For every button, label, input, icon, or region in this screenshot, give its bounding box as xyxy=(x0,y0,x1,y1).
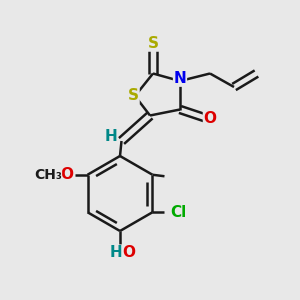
Text: S: S xyxy=(128,88,139,104)
Text: N: N xyxy=(174,71,186,86)
Text: H: H xyxy=(105,129,117,144)
Text: O: O xyxy=(60,167,73,182)
Text: Cl: Cl xyxy=(170,205,187,220)
Text: O: O xyxy=(203,111,217,126)
Text: O: O xyxy=(122,245,135,260)
Text: S: S xyxy=(148,36,158,51)
Text: CH₃: CH₃ xyxy=(34,168,62,182)
Text: H: H xyxy=(110,245,123,260)
